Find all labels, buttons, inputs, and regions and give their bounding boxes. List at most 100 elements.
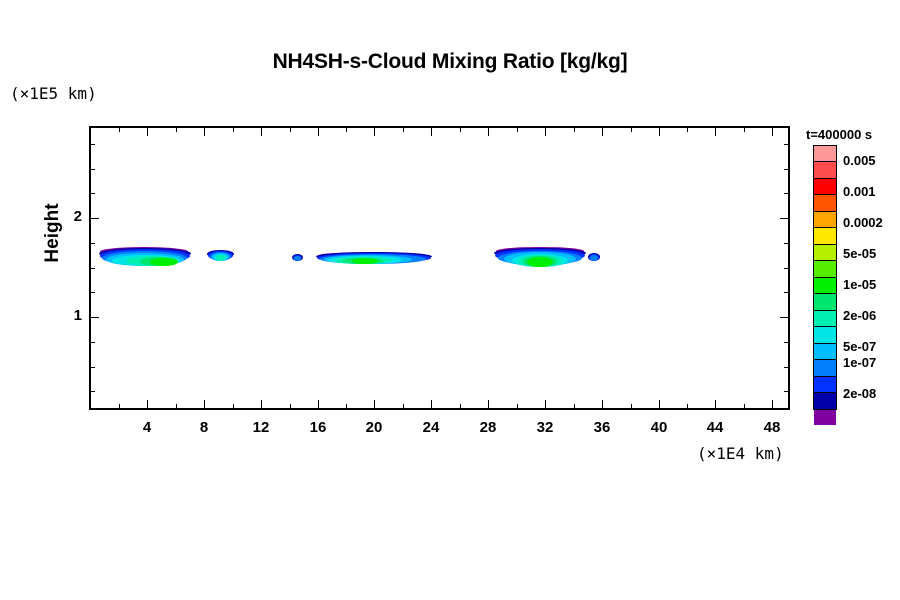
- axis-tick: [780, 218, 790, 219]
- axis-tick: [460, 404, 461, 410]
- axis-tick: [784, 292, 790, 293]
- axis-tick: [89, 292, 95, 293]
- axis-tick: [659, 126, 660, 136]
- x-tick-label: 32: [536, 419, 554, 436]
- x-tick-label: 20: [365, 419, 383, 436]
- axis-tick: [89, 342, 95, 343]
- axis-tick: [89, 169, 95, 170]
- axis-tick: [318, 126, 319, 136]
- colorbar-swatch: [814, 409, 836, 425]
- y-tick-label: 2: [73, 208, 82, 225]
- colorbar-level-label: 1e-07: [843, 355, 877, 370]
- axis-tick: [772, 400, 773, 410]
- colorbar-swatch: [814, 393, 836, 410]
- axis-tick: [147, 126, 148, 136]
- colorbar-swatch: [814, 211, 836, 229]
- axis-tick: [261, 126, 262, 136]
- axis-tick: [204, 126, 205, 136]
- colorbar-level-label: 0.005: [843, 153, 876, 168]
- axis-tick: [784, 342, 790, 343]
- axis-tick: [460, 126, 461, 132]
- axis-tick: [119, 404, 120, 410]
- colorbar-title: t=400000 s: [806, 127, 873, 142]
- axis-tick: [602, 126, 603, 136]
- colorbar-swatch: [814, 343, 836, 361]
- axis-tick: [631, 126, 632, 132]
- x-tick-label: 48: [763, 419, 781, 436]
- contour-layer: [590, 255, 598, 261]
- axis-tick: [517, 404, 518, 410]
- axis-tick: [403, 404, 404, 410]
- colorbar-swatch: [814, 244, 836, 262]
- axis-tick: [204, 400, 205, 410]
- axis-tick: [631, 404, 632, 410]
- axis-tick: [346, 404, 347, 410]
- x-tick-label: 40: [650, 419, 668, 436]
- colorbar: [813, 145, 837, 425]
- colorbar-level-label: 1e-05: [843, 277, 877, 292]
- axis-tick: [784, 144, 790, 145]
- axis-tick: [602, 400, 603, 410]
- axis-tick: [488, 400, 489, 410]
- colorbar-swatch: [814, 178, 836, 196]
- x-tick-label: 36: [593, 419, 611, 436]
- axis-tick: [545, 400, 546, 410]
- axis-tick: [89, 218, 99, 219]
- axis-tick: [233, 404, 234, 410]
- colorbar-swatch: [814, 261, 836, 278]
- colorbar-swatch: [814, 195, 836, 212]
- axis-tick: [715, 400, 716, 410]
- colorbar-swatch: [814, 277, 836, 295]
- axis-tick: [403, 126, 404, 132]
- axis-tick: [89, 391, 95, 392]
- axis-tick: [89, 243, 95, 244]
- contour-layer: [527, 257, 553, 267]
- colorbar-swatch: [814, 294, 836, 311]
- axis-tick: [784, 391, 790, 392]
- colorbar-level-label: 0.0002: [843, 215, 883, 230]
- axis-tick: [89, 317, 99, 318]
- axis-tick: [772, 126, 773, 136]
- colorbar-level-label: 5e-07: [843, 339, 877, 354]
- axis-tick: [290, 126, 291, 132]
- axis-tick: [784, 193, 790, 194]
- axis-tick: [374, 400, 375, 410]
- colorbar-level-label: 2e-06: [843, 308, 877, 323]
- axis-tick: [431, 126, 432, 136]
- axis-tick: [147, 400, 148, 410]
- axis-tick: [176, 126, 177, 132]
- x-tick-label: 28: [479, 419, 497, 436]
- axis-tick: [431, 400, 432, 410]
- contour-layer: [352, 258, 378, 264]
- axis-tick: [176, 404, 177, 410]
- axis-tick: [687, 126, 688, 132]
- axis-tick: [517, 126, 518, 132]
- contour-layer: [150, 258, 178, 266]
- axis-tick: [784, 268, 790, 269]
- x-tick-label: 4: [142, 419, 152, 436]
- axis-tick: [784, 243, 790, 244]
- contour-layer: [216, 255, 225, 261]
- colorbar-level-label: 5e-05: [843, 246, 877, 261]
- colorbar-level-label: 2e-08: [843, 386, 877, 401]
- axis-tick: [687, 404, 688, 410]
- y-axis-unit-label: (×1E5 km): [10, 84, 97, 103]
- axis-tick: [784, 169, 790, 170]
- axis-tick: [89, 193, 95, 194]
- y-axis-title: Height: [42, 203, 63, 263]
- colorbar-swatch: [814, 376, 836, 394]
- axis-tick: [574, 404, 575, 410]
- axis-tick: [744, 404, 745, 410]
- axis-tick: [574, 126, 575, 132]
- axis-tick: [784, 367, 790, 368]
- axis-tick: [261, 400, 262, 410]
- colorbar-swatch: [814, 146, 836, 163]
- x-tick-label: 44: [706, 419, 724, 436]
- axis-tick: [318, 400, 319, 410]
- colorbar-swatch: [814, 327, 836, 344]
- x-axis-unit-label: (×1E4 km): [697, 444, 784, 463]
- axis-tick: [119, 126, 120, 132]
- x-tick-label: 24: [422, 419, 440, 436]
- axis-tick: [89, 144, 95, 145]
- axis-tick: [780, 317, 790, 318]
